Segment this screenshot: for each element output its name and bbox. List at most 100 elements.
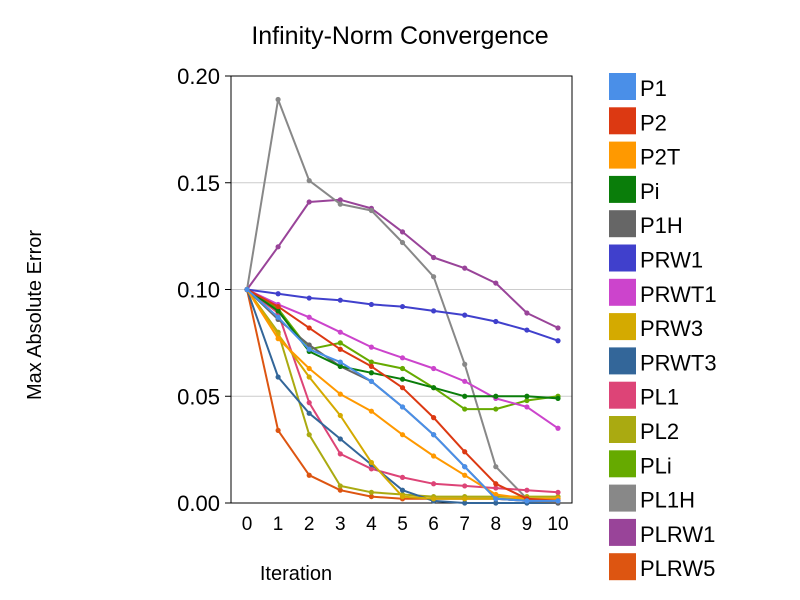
x-tick-label: 6 bbox=[428, 514, 439, 535]
legend-item-prw1: PRW1 bbox=[609, 244, 703, 273]
legend-swatch bbox=[609, 107, 636, 135]
data-point bbox=[337, 340, 343, 346]
legend-item-p2: P2 bbox=[609, 107, 667, 135]
data-point bbox=[462, 393, 468, 399]
data-point bbox=[524, 397, 530, 404]
x-tick-label: 8 bbox=[491, 514, 502, 535]
data-point bbox=[399, 355, 406, 361]
data-point bbox=[275, 336, 281, 342]
data-point bbox=[462, 483, 468, 489]
legend-swatch bbox=[609, 347, 636, 375]
data-point bbox=[493, 393, 499, 399]
data-point bbox=[337, 412, 343, 419]
data-point bbox=[493, 318, 499, 325]
data-point bbox=[399, 303, 406, 310]
legend-swatch bbox=[609, 416, 636, 443]
x-tick-label: 2 bbox=[304, 514, 315, 535]
legend-item-prwt1: PRWT1 bbox=[609, 278, 717, 307]
legend-item-pl1: PL1 bbox=[609, 381, 679, 410]
data-point bbox=[555, 338, 561, 344]
data-point bbox=[493, 485, 499, 491]
data-point bbox=[275, 291, 281, 297]
data-point bbox=[399, 432, 406, 438]
y-axis-label: Max Absolute Error bbox=[24, 230, 46, 400]
data-point bbox=[462, 361, 468, 367]
x-tick-label: 4 bbox=[366, 514, 377, 535]
x-tick-label: 3 bbox=[335, 514, 346, 535]
legend-swatch bbox=[609, 278, 636, 306]
legend-swatch bbox=[609, 73, 636, 100]
data-point bbox=[275, 303, 281, 310]
data-point bbox=[555, 395, 561, 401]
data-point bbox=[306, 472, 312, 478]
data-point bbox=[337, 359, 343, 365]
legend-swatch bbox=[609, 381, 636, 409]
legend-item-p1h: P1H bbox=[609, 210, 683, 238]
data-point bbox=[306, 325, 312, 331]
data-point bbox=[337, 363, 343, 369]
series-plrw1 bbox=[244, 197, 561, 331]
legend-label: PRWT1 bbox=[640, 282, 717, 307]
data-point bbox=[462, 464, 468, 470]
series-p1 bbox=[244, 286, 561, 504]
x-tick-label: 7 bbox=[459, 514, 470, 535]
legend-item-prw3: PRW3 bbox=[609, 313, 703, 341]
legend-item-pl1h: PL1H bbox=[609, 484, 695, 513]
data-point bbox=[462, 496, 468, 502]
series-lines bbox=[244, 96, 561, 506]
series-line bbox=[246, 288, 558, 498]
series-line bbox=[246, 98, 559, 502]
data-point bbox=[493, 496, 499, 502]
data-point bbox=[306, 342, 312, 348]
y-tick-label: 0.10 bbox=[177, 278, 220, 303]
legend-item-p2t: P2T bbox=[609, 141, 680, 170]
data-point bbox=[368, 370, 374, 376]
data-point bbox=[431, 415, 437, 421]
y-tick-label: 0.05 bbox=[177, 384, 220, 409]
data-point bbox=[524, 310, 530, 316]
x-tick-label: 0 bbox=[242, 514, 253, 535]
legend-swatch bbox=[609, 210, 636, 238]
data-point bbox=[462, 500, 468, 506]
data-point bbox=[337, 197, 343, 203]
data-point bbox=[368, 408, 374, 414]
y-tick-label: 0.15 bbox=[177, 171, 220, 196]
y-axis-ticks: 0.00 0.05 0.10 0.15 0.20 bbox=[177, 64, 231, 516]
data-point bbox=[337, 201, 343, 207]
data-point bbox=[306, 346, 312, 352]
series-plrw5 bbox=[244, 286, 561, 504]
data-point bbox=[524, 498, 530, 504]
legend-label: PLRW1 bbox=[640, 522, 715, 547]
legend-label: PRW1 bbox=[640, 248, 703, 273]
data-point bbox=[244, 286, 250, 293]
y-tick-label: 0.00 bbox=[177, 491, 220, 516]
data-point bbox=[524, 404, 530, 410]
data-point bbox=[524, 327, 530, 333]
legend-swatch bbox=[609, 175, 636, 203]
legend-label: P2 bbox=[640, 110, 667, 135]
x-tick-label: 10 bbox=[547, 514, 568, 535]
data-point bbox=[493, 481, 499, 487]
data-point bbox=[524, 487, 530, 493]
data-point bbox=[368, 493, 374, 500]
data-point bbox=[337, 346, 343, 352]
data-point bbox=[399, 493, 406, 500]
series-line bbox=[246, 288, 559, 494]
x-tick-label: 5 bbox=[397, 514, 408, 535]
data-point bbox=[337, 297, 343, 303]
data-point bbox=[275, 244, 281, 250]
data-point bbox=[555, 425, 561, 431]
legend-item-pli: PLi bbox=[609, 450, 672, 478]
data-point bbox=[493, 406, 499, 412]
data-point bbox=[306, 365, 312, 372]
data-point bbox=[368, 207, 374, 214]
legend-label: PLi bbox=[640, 453, 672, 478]
data-point bbox=[275, 314, 281, 320]
data-point bbox=[399, 474, 406, 480]
data-point bbox=[431, 308, 437, 314]
data-point bbox=[431, 254, 437, 261]
data-point bbox=[399, 229, 406, 235]
x-tick-label: 9 bbox=[522, 514, 533, 535]
data-point bbox=[431, 481, 437, 487]
